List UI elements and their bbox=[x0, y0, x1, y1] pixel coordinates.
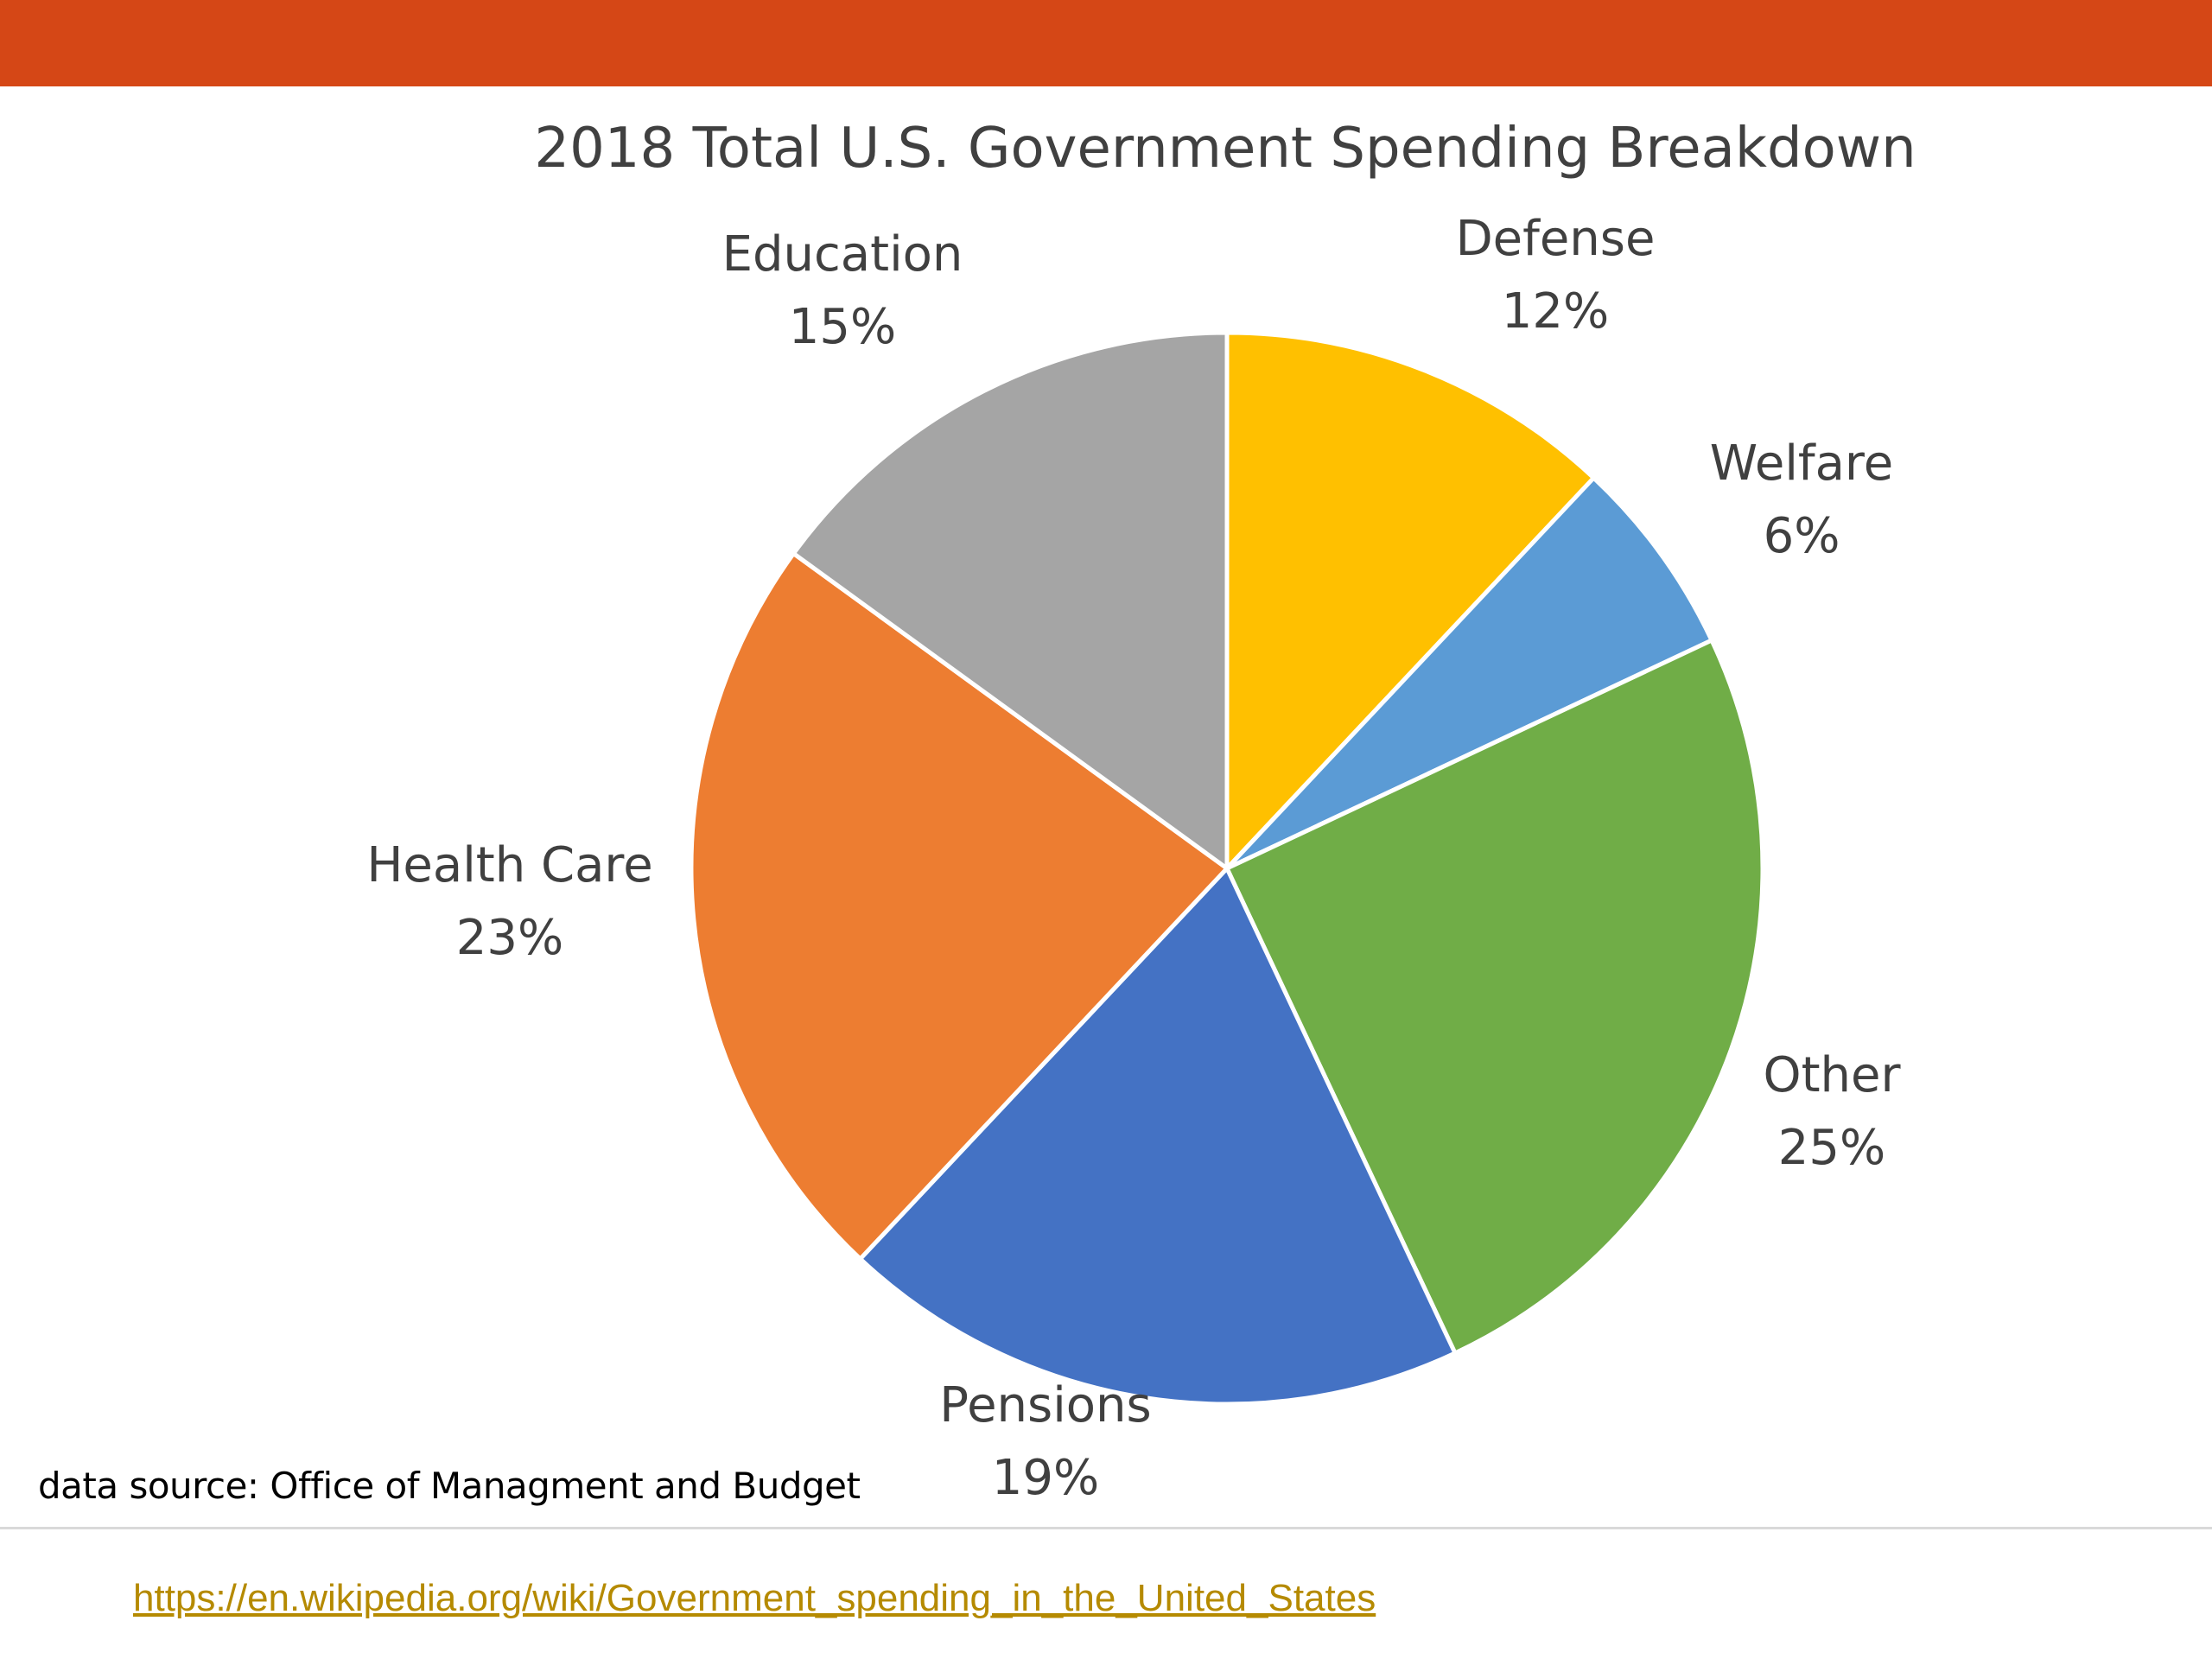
value-health-care: 23% bbox=[456, 910, 563, 966]
chart-frame bbox=[0, 86, 2212, 1529]
slice-welfare bbox=[1224, 475, 1714, 871]
slice-labels: Defense 12% Welfare 6% Other 25% Pensions 19% He… bbox=[366, 211, 1901, 1506]
pie-slices bbox=[689, 330, 1765, 1407]
label-defense: Defense bbox=[1456, 211, 1656, 267]
chart-title: 2018 Total U.S. Government Spending Brea… bbox=[534, 117, 1916, 181]
source-link[interactable]: https://en.wikipedia.org/wiki/Government… bbox=[133, 1577, 1376, 1619]
value-defense: 12% bbox=[1502, 283, 1609, 340]
value-welfare: 6% bbox=[1764, 508, 1840, 564]
slice-education bbox=[791, 330, 1230, 871]
slice-defense bbox=[1224, 330, 1596, 871]
value-other: 25% bbox=[1778, 1120, 1885, 1176]
slice-other bbox=[1224, 638, 1765, 1356]
label-pensions: Pensions bbox=[939, 1377, 1151, 1433]
pie-chart: 2018 Total U.S. Government Spending Brea… bbox=[366, 117, 1916, 1506]
data-source-note: data source: Office of Managment and Bud… bbox=[38, 1465, 861, 1507]
slice-pensions bbox=[858, 866, 1458, 1407]
slice-health-care bbox=[689, 551, 1230, 1262]
value-pensions: 19% bbox=[992, 1450, 1099, 1506]
label-education: Education bbox=[722, 226, 963, 283]
value-education: 15% bbox=[789, 299, 896, 355]
label-other: Other bbox=[1763, 1047, 1901, 1103]
label-health-care: Health Care bbox=[366, 837, 652, 893]
header-bar bbox=[0, 0, 2212, 86]
label-welfare: Welfare bbox=[1710, 435, 1893, 492]
